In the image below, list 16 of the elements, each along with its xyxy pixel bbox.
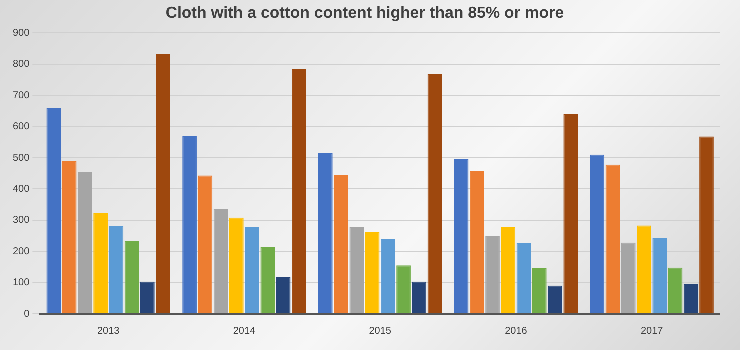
y-tick-label: 600 xyxy=(12,122,30,133)
y-tick-label: 0 xyxy=(24,308,30,320)
x-tick-label: 2014 xyxy=(233,326,256,337)
x-tick-label: 2017 xyxy=(640,326,664,337)
x-tick-label: 2015 xyxy=(369,326,392,337)
x-tick-label: 2016 xyxy=(505,326,528,337)
y-tick-label: 500 xyxy=(12,152,30,164)
y-tick-label: 100 xyxy=(12,278,30,289)
x-tick-label: 2013 xyxy=(97,326,120,337)
y-tick-label: 200 xyxy=(12,246,30,258)
y-tick-label: 800 xyxy=(12,59,30,70)
chart-title: Cloth with a cotton content higher than 85% or more xyxy=(166,5,564,22)
y-tick-label: 400 xyxy=(12,184,30,195)
y-tick-label: 900 xyxy=(12,28,30,39)
y-tick-label: 300 xyxy=(12,215,30,226)
y-tick-label: 700 xyxy=(12,90,30,102)
